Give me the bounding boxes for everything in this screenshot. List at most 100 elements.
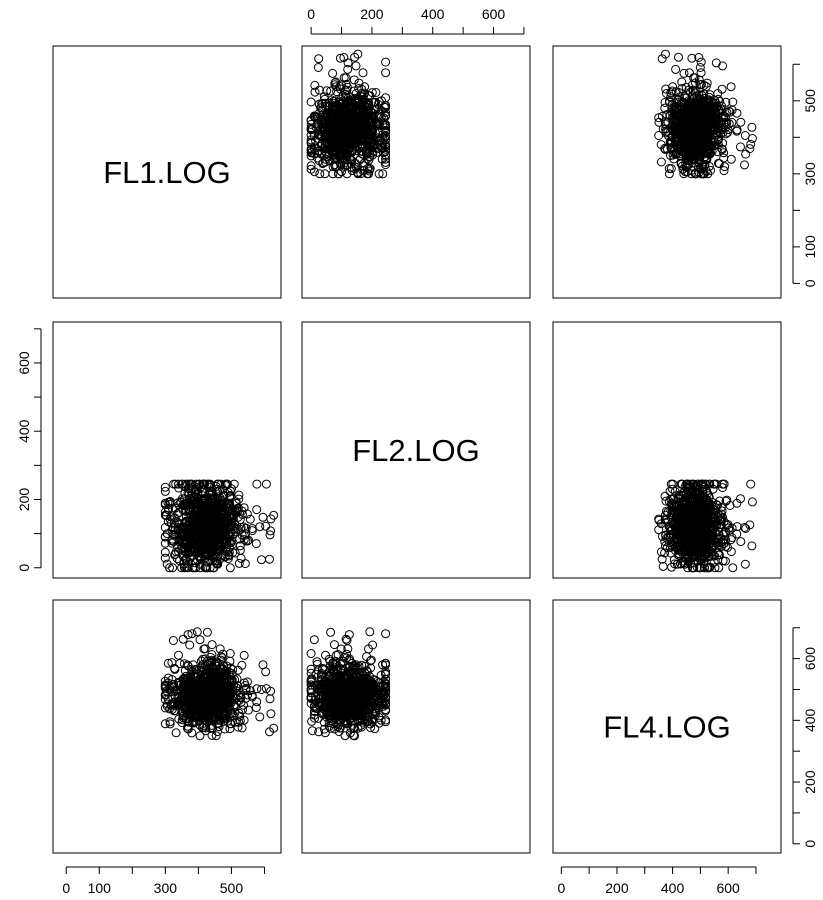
point-fl2-log-vs-fl4-log	[736, 537, 746, 547]
point-fl2-log-vs-fl1-log	[160, 553, 170, 563]
point-fl1-log-vs-fl2-log	[357, 90, 367, 100]
point-fl1-log-vs-fl4-log	[666, 92, 676, 102]
point-fl1-log-vs-fl2-log	[345, 97, 355, 106]
point-fl1-log-vs-fl4-log	[698, 144, 708, 154]
point-fl1-log-vs-fl2-log	[328, 68, 338, 78]
point-fl4-log-vs-fl1-log	[225, 649, 235, 658]
point-fl1-log-vs-fl2-log	[352, 146, 362, 156]
point-fl1-log-vs-fl4-log	[680, 93, 690, 103]
point-fl4-log-vs-fl2-log	[306, 649, 316, 658]
point-fl2-log-vs-fl1-log	[258, 512, 268, 522]
point-fl2-log-vs-fl1-log	[160, 486, 170, 496]
point-fl1-log-vs-fl4-log	[714, 159, 724, 169]
point-fl1-log-vs-fl4-log	[667, 138, 677, 148]
point-fl4-log-vs-fl1-log	[160, 719, 170, 729]
point-fl1-log-vs-fl2-log	[340, 138, 350, 147]
point-fl4-log-vs-fl1-log	[252, 697, 262, 707]
point-fl1-log-vs-fl2-log	[318, 158, 328, 168]
point-fl1-log-vs-fl4-log	[699, 106, 708, 116]
point-fl1-log-vs-fl4-log	[699, 138, 709, 148]
point-fl1-log-vs-fl4-log	[709, 136, 719, 146]
point-fl1-log-vs-fl4-log	[678, 120, 688, 130]
point-fl1-log-vs-fl2-log	[310, 87, 320, 97]
point-fl1-log-vs-fl4-log	[725, 107, 735, 117]
point-fl1-log-vs-fl2-log	[335, 138, 345, 148]
point-fl1-log-vs-fl4-log	[703, 117, 712, 127]
point-fl2-log-vs-fl1-log	[160, 538, 170, 548]
point-fl1-log-vs-fl2-log	[362, 136, 372, 145]
point-fl1-log-vs-fl4-log	[691, 140, 700, 150]
panel-frame-fl2-log-vs-fl1-log	[52, 321, 282, 579]
point-fl1-log-vs-fl4-log	[660, 117, 670, 127]
point-fl1-log-vs-fl2-log	[306, 97, 316, 107]
point-fl4-log-vs-fl1-log	[178, 634, 188, 644]
point-fl1-log-vs-fl4-log	[699, 153, 709, 163]
point-fl2-log-vs-fl1-log	[266, 526, 276, 536]
point-fl1-log-vs-fl2-log	[374, 169, 384, 179]
point-fl4-log-vs-fl1-log	[202, 627, 212, 637]
point-fl2-log-vs-fl4-log	[728, 563, 738, 573]
point-fl1-log-vs-fl4-log	[727, 105, 737, 115]
point-fl1-log-vs-fl4-log	[666, 164, 676, 174]
point-fl1-log-vs-fl2-log	[325, 98, 334, 108]
point-fl1-log-vs-fl4-log	[719, 148, 729, 158]
point-fl1-log-vs-fl2-log	[381, 144, 391, 154]
point-fl1-log-vs-fl4-log	[660, 143, 670, 153]
point-fl1-log-vs-fl4-log	[718, 127, 728, 137]
point-fl1-log-vs-fl4-log	[709, 102, 719, 112]
point-fl1-log-vs-fl2-log	[329, 119, 339, 129]
point-fl1-log-vs-fl4-log	[679, 169, 689, 179]
point-fl4-log-vs-fl1-log	[195, 635, 205, 645]
point-fl1-log-vs-fl2-log	[364, 164, 374, 174]
point-fl1-log-vs-fl2-log	[353, 49, 363, 59]
point-fl1-log-vs-fl4-log	[667, 86, 677, 96]
point-fl1-log-vs-fl2-log	[313, 116, 322, 126]
point-fl1-log-vs-fl4-log	[701, 82, 711, 91]
point-fl1-log-vs-fl4-log	[667, 124, 677, 134]
point-fl1-log-vs-fl4-log	[727, 117, 737, 127]
point-fl4-log-vs-fl1-log	[266, 709, 276, 719]
point-fl1-log-vs-fl4-log	[687, 152, 696, 162]
point-fl1-log-vs-fl4-log	[702, 78, 712, 88]
point-fl1-log-vs-fl4-log	[717, 84, 727, 94]
point-fl1-log-vs-fl2-log	[342, 117, 352, 126]
point-fl1-log-vs-fl2-log	[351, 162, 361, 172]
point-fl1-log-vs-fl4-log	[665, 111, 675, 121]
point-fl1-log-vs-fl2-log	[329, 96, 338, 106]
point-fl2-log-vs-fl1-log	[252, 479, 262, 489]
point-fl1-log-vs-fl2-log	[307, 144, 317, 154]
point-fl2-log-vs-fl1-log	[261, 521, 271, 531]
point-fl1-log-vs-fl2-log	[353, 106, 363, 116]
point-fl1-log-vs-fl2-log	[378, 169, 388, 179]
point-fl2-log-vs-fl4-log	[746, 479, 756, 489]
point-fl1-log-vs-fl2-log	[359, 166, 369, 175]
point-fl1-log-vs-fl2-log	[343, 64, 353, 74]
point-fl1-log-vs-fl2-log	[339, 145, 349, 155]
point-fl2-log-vs-fl1-log	[265, 554, 274, 564]
variable-label-fl2-log: FL2.LOG	[352, 433, 480, 468]
point-fl1-log-vs-fl4-log	[672, 126, 682, 136]
point-fl2-log-vs-fl1-log	[201, 561, 211, 571]
point-fl1-log-vs-fl4-log	[695, 63, 705, 72]
point-fl1-log-vs-fl2-log	[332, 87, 342, 97]
point-fl1-log-vs-fl2-log	[326, 86, 336, 96]
point-fl1-log-vs-fl4-log	[694, 118, 704, 128]
point-fl1-log-vs-fl2-log	[322, 86, 332, 96]
point-fl1-log-vs-fl2-log	[368, 147, 378, 157]
point-fl1-log-vs-fl4-log	[660, 49, 670, 59]
panel-frame-fl1-log-vs-fl1-log	[52, 45, 282, 299]
point-fl1-log-vs-fl2-log	[381, 57, 391, 67]
point-fl1-log-vs-fl4-log	[681, 162, 691, 172]
point-fl1-log-vs-fl2-log	[350, 104, 360, 114]
point-fl1-log-vs-fl4-log	[699, 130, 709, 140]
point-fl1-log-vs-fl2-log	[346, 133, 356, 143]
point-fl1-log-vs-fl2-log	[306, 125, 316, 135]
point-fl2-log-vs-fl1-log	[257, 555, 266, 565]
variable-label-fl1-log: FL1.LOG	[103, 155, 231, 190]
point-fl1-log-vs-fl4-log	[719, 153, 729, 163]
point-fl1-log-vs-fl2-log	[351, 136, 361, 146]
point-fl1-log-vs-fl4-log	[747, 122, 757, 132]
point-fl1-log-vs-fl4-log	[677, 146, 687, 156]
point-fl2-log-vs-fl1-log	[234, 558, 244, 568]
point-fl1-log-vs-fl4-log	[723, 127, 733, 137]
